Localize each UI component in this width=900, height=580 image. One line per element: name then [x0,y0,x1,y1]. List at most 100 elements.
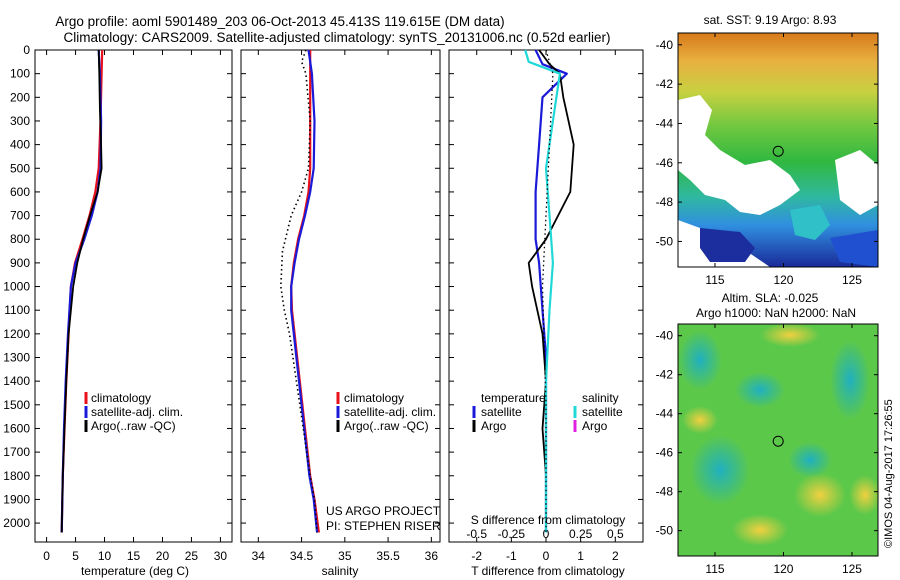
argo-position-marker [772,145,784,157]
sla-blob [760,323,820,347]
argo-position-marker [772,435,784,447]
y-tick-label: 2000 [3,516,30,530]
map-y-tick-label: -42 [656,77,674,91]
legend-label-climatology: climatology [344,391,404,405]
series-s-argo [541,49,554,533]
map-x-tick-label: 120 [773,562,793,576]
x-tick-label: 1 [577,549,584,563]
s-tick-label: -0.5 [466,527,487,541]
y-tick-label: 900 [10,256,30,270]
difference-legend: temperature satellite Argo salinity sate… [472,391,623,433]
map-y-tick-label: -46 [656,156,674,170]
y-tick-label: 400 [10,138,30,152]
pi-annotation: PI: STEPHEN RISER [326,519,441,533]
sst-blue-patch-east [830,230,878,267]
legend-label-argo: Argo(..raw -QC) [91,419,176,433]
s-tick-label: 0.25 [569,527,593,541]
x-tick-label: -2 [471,549,482,563]
x-tick-label: 5 [72,549,79,563]
legend-label-s-satellite: satellite [582,405,623,419]
y-tick-label: 800 [10,232,30,246]
temperature-frame [34,49,233,543]
series-t-argo [527,49,575,533]
sst-cyan-patch [790,205,830,240]
difference-series [524,49,575,533]
sla-blob [830,340,870,420]
sst-map-title: sat. SST: 9.19 Argo: 8.93 [704,13,837,27]
legend-label-argo: Argo(..raw -QC) [344,419,429,433]
sla-map-title-line2: Argo h1000: NaN h2000: NaN [696,306,856,320]
x-tick-label: 20 [156,549,170,563]
y-tick-label: 1400 [3,374,30,388]
legend-temperature-title: temperature [481,391,546,405]
legend-label-s-argo: Argo [582,419,608,433]
x-tick-label: 10 [98,549,112,563]
sla-blob [682,406,718,434]
y-tick-label: 500 [10,161,30,175]
map-y-tick-label: -44 [656,116,674,130]
map-y-tick-label: -50 [656,234,674,248]
s-tick-label: 0 [543,527,550,541]
sst-map-panel: sat. SST: 9.19 Argo: 8.93 -40-42-44-46-4… [656,13,879,287]
sla-blob [788,442,832,478]
temperature-x-axis: 0 5 10 15 20 25 30 [43,50,227,563]
figure-title-line1: Argo profile: aoml 5901489_203 06-Oct-20… [55,14,504,29]
s-difference-label: S difference from climatology [471,513,626,527]
x-tick-label: 34.5 [290,549,314,563]
map-y-tick-label: -46 [656,446,674,460]
x-tick-label: 35.5 [376,549,400,563]
imos-timestamp: ©IMOS 04-Aug-2017 17:26:55 [883,399,895,548]
map-y-tick-label: -44 [656,407,674,421]
legend-label-satellite: satellite-adj. clim. [91,405,183,419]
temperature-panel: 0100200300400500600700800900100011001200… [3,43,233,578]
t-difference-label: T difference from climatology [471,564,625,578]
x-tick-label: 15 [127,549,141,563]
map-x-tick-label: 125 [842,273,862,287]
x-tick-label: 36 [425,549,439,563]
sla-blob [732,514,788,546]
sla-map-title-line1: Altim. SLA: -0.025 [722,291,819,305]
map-x-tick-label: 115 [705,273,724,287]
salinity-x-axis: 34 34.5 35 35.5 36 [252,50,439,563]
sst-white-gaps [678,95,800,215]
sla-map-panel: Altim. SLA: -0.025 Argo h1000: NaN h2000… [656,291,895,576]
map-x-tick-label: 125 [842,562,862,576]
x-tick-label: 25 [185,549,199,563]
s-tick-label: -0.25 [498,527,526,541]
sla-blob [794,473,846,517]
map-y-tick-label: -50 [656,524,674,538]
y-tick-label: 200 [10,90,30,104]
y-tick-label: 600 [10,185,30,199]
y-tick-label: 1700 [3,445,30,459]
map-y-tick-label: -42 [656,368,674,382]
salinity-y-ticks [241,49,440,524]
x-tick-label: 30 [214,549,228,563]
x-tick-label: 0 [543,549,550,563]
legend-label-climatology: climatology [91,391,151,405]
y-tick-label: 1800 [3,469,30,483]
legend-label-t-satellite: satellite [481,405,522,419]
sst-map-axes: -40 -42 -44 -46 -48 -50 115 120 125 [656,33,878,287]
sla-map-frame [677,323,879,557]
salinity-frame [240,49,441,543]
x-tick-label: -1 [506,549,517,563]
series-argo-raw-qc- [279,49,318,533]
legend-salinity-title: salinity [582,391,619,405]
y-tick-label: 1900 [3,492,30,506]
y-tick-label: 1500 [3,398,30,412]
difference-y-ticks [449,49,643,524]
s-tick-label: 0.5 [607,527,624,541]
series-argo-raw-qc- [60,49,103,533]
y-tick-label: 700 [10,209,30,223]
sla-blob [690,435,750,505]
temperature-legend: climatology satellite-adj. clim. Argo(..… [84,391,183,433]
salinity-panel: 34 34.5 35 35.5 36 salinity climatology sate… [240,49,441,578]
salinity-series [279,49,320,533]
sst-map-frame [677,32,879,268]
y-tick-label: 100 [10,67,30,81]
sst-white-gaps-east [835,150,878,215]
y-tick-label: 1100 [4,303,30,317]
legend-label-t-argo: Argo [481,419,507,433]
sla-blob [735,372,785,408]
